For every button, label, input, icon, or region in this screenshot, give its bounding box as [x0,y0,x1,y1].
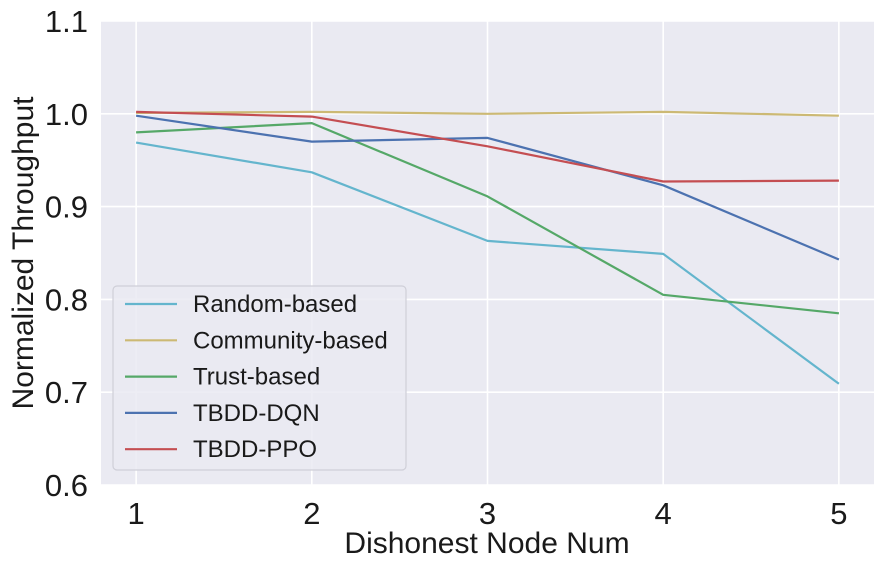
y-tick-label: 1.1 [45,4,88,39]
x-axis-label: Dishonest Node Num [344,527,629,560]
y-tick-labels: 0.6 0.7 0.8 0.9 1.0 1.1 [45,4,88,503]
series-lines [135,110,840,385]
y-tick-label: 1.0 [45,97,88,132]
legend-label: Trust-based [193,364,320,391]
series-line-random-based [135,141,840,385]
y-tick-label: 0.9 [45,190,88,225]
series-line-tbdd-dqn [135,114,840,261]
x-tick-label: 2 [303,496,320,531]
y-tick-label: 0.8 [45,282,88,317]
x-tick-labels: 1 2 3 4 5 [128,496,848,531]
legend-label: Random-based [193,291,357,318]
x-tick-label: 5 [830,496,847,531]
y-tick-label: 0.6 [45,468,88,503]
legend-label: TBDD-DQN [193,400,320,427]
legend-label: TBDD-PPO [193,436,317,463]
legend: Random-based Community-based Trust-based TB… [112,285,407,471]
series-line-tbdd-ppo [136,110,839,183]
y-tick-label: 0.7 [45,375,88,410]
x-tick-label: 3 [479,496,496,531]
x-tick-label: 4 [655,496,672,531]
series-line-community-based [136,110,839,117]
y-axis-label: Normalized Throughput [7,96,40,410]
legend-box [112,285,407,471]
series-line-trust-based [136,121,840,315]
x-tick-label: 1 [128,496,145,531]
legend-label: Community-based [193,327,388,354]
